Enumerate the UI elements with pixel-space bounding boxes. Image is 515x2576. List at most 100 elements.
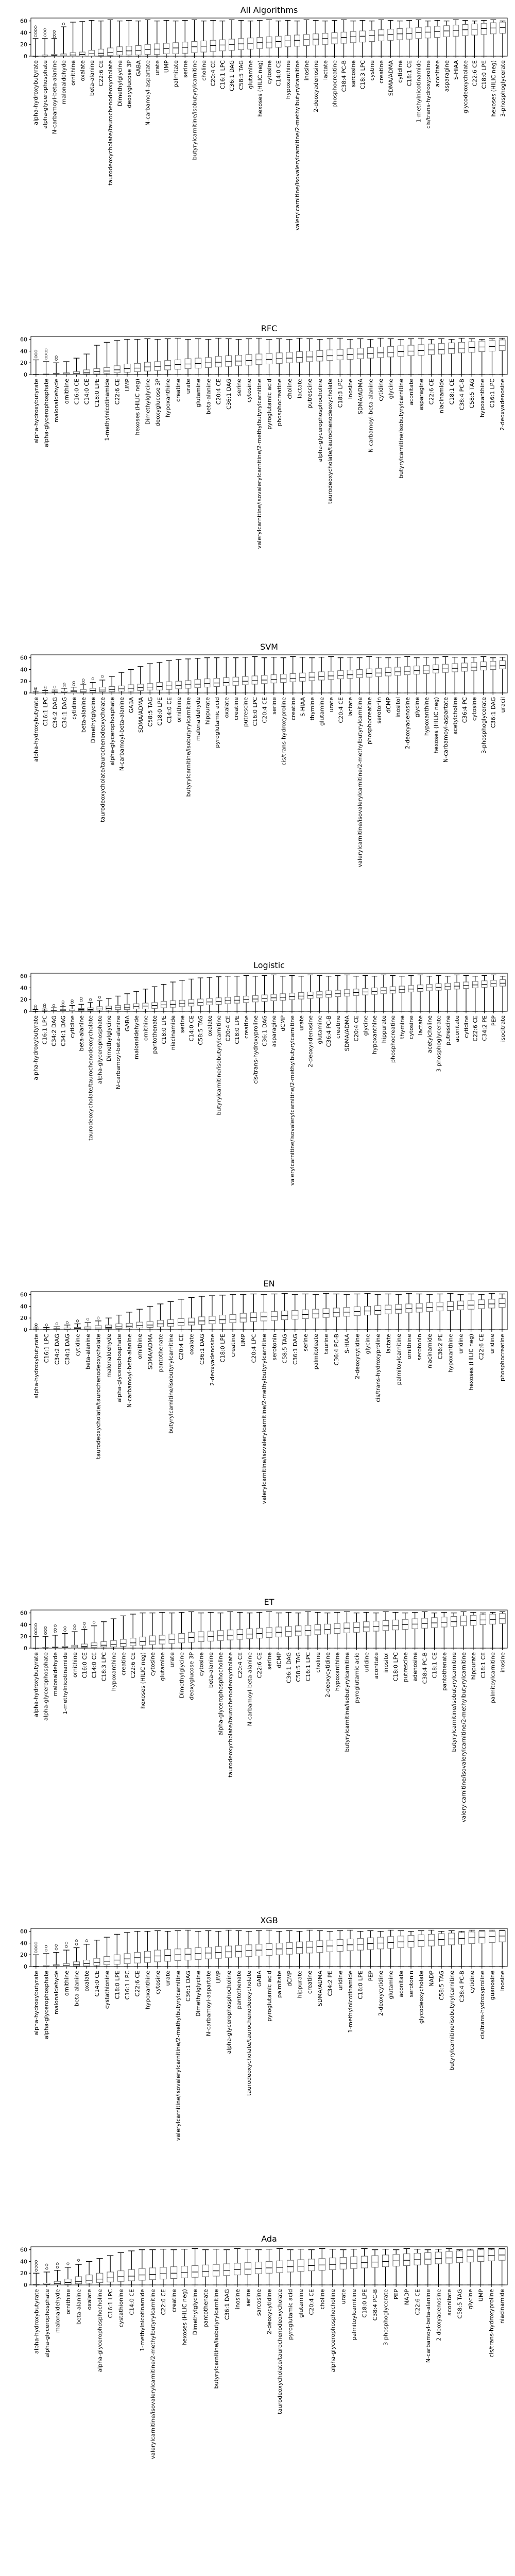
y-tick-label: 60 — [20, 2247, 27, 2253]
box-5: beta-alanine — [84, 1317, 92, 1369]
outlier-point — [44, 686, 47, 689]
iqr-box — [316, 350, 323, 362]
x-tick-label: UMP — [215, 1971, 222, 1984]
x-tick-label: C36:1 DAG — [229, 60, 235, 91]
x-tick-label: lactate — [347, 697, 354, 717]
box-8: Dimethylglycine — [106, 998, 112, 1061]
iqr-box — [318, 671, 325, 681]
x-tick-label: C38:4 PC-B — [458, 1971, 465, 2002]
outlier-point — [43, 31, 46, 35]
box-36: serotonin — [375, 656, 382, 724]
x-tick-label: alpha-hydroxybutyrate — [32, 697, 39, 762]
box-20: UMP — [239, 1294, 247, 1346]
box-24: serine — [266, 1611, 273, 1670]
iqr-box — [286, 2260, 294, 2273]
y-tick-label: 40 — [20, 2258, 27, 2265]
x-tick-label: alpha-hydroxybutyrate — [32, 60, 39, 125]
x-tick-label: cystine — [369, 60, 375, 81]
box-17: N-carbamoyl-aspartate — [205, 1930, 212, 2036]
x-tick-label: inosine — [303, 60, 310, 81]
box-18: beta-alanine — [208, 1612, 214, 1688]
x-tick-label: creatine — [233, 697, 239, 720]
box-7: C18:3 LPC — [100, 1621, 108, 1681]
x-tick-label: hexoses (HILIC neg) — [181, 2289, 188, 2346]
outlier-point — [35, 349, 38, 353]
iqr-box — [213, 2264, 220, 2277]
box-46: glycodeoxycholate — [462, 20, 469, 113]
box-44: uridine — [488, 1293, 495, 1353]
box-34: valerylcarnitine/isovalerylcarnitine/2-m… — [356, 657, 363, 867]
x-tick-label: butyrylcarnitine/isobutyrylcarnitine — [167, 1334, 174, 1434]
box-7: alpha-glycerophosphate — [96, 996, 103, 1084]
iqr-box — [397, 345, 404, 357]
x-tick-label: phosphocreatine — [390, 1015, 397, 1063]
iqr-box — [73, 1961, 80, 1967]
x-tick-label: C20:4 CE — [215, 379, 222, 405]
iqr-box — [149, 1635, 156, 1645]
box-36: aconitate — [397, 1930, 404, 1997]
box-10: C22:6 CE — [134, 1931, 141, 1997]
iqr-box — [251, 675, 258, 685]
box-9: C14:0 CE — [128, 2250, 135, 2315]
iqr-box — [98, 48, 104, 56]
x-tick-label: Dimethylglycine — [90, 697, 96, 743]
box-22: C58:5 TAG — [238, 20, 245, 90]
box-25: dCMP — [276, 1613, 282, 1668]
x-tick-label: pantothenate — [202, 2289, 209, 2328]
box-10: deoxyglucose 3P — [126, 20, 132, 108]
box-48: inosine — [499, 1611, 506, 1672]
x-tick-label: butyrylcarnitine/isobutyrylcarnitine — [451, 1652, 457, 1752]
x-tick-label: hypoxanthine — [447, 1334, 454, 1372]
x-tick-label: phosphocreatine — [331, 60, 338, 108]
iqr-box — [276, 2260, 283, 2273]
y-tick-label: 40 — [20, 29, 27, 36]
x-tick-label: alpha-hydroxybutyrate — [32, 1652, 39, 1717]
outlier-point — [35, 1323, 38, 1326]
x-tick-label: lactate — [322, 60, 329, 80]
outlier-point — [61, 1003, 64, 1006]
box-35: NADP — [403, 2248, 410, 2305]
x-tick-label: C18:0 LPE — [481, 60, 488, 89]
x-tick-label: serine — [271, 697, 278, 715]
x-tick-label: serotonin — [408, 1971, 415, 1997]
x-tick-label: C20:4 CE — [261, 697, 268, 723]
box-27: C58:5 TAG — [295, 1613, 302, 1682]
box-18: choline — [201, 21, 208, 81]
iqr-box — [403, 2253, 410, 2266]
iqr-box — [266, 353, 272, 365]
x-tick-label: alpha-glycerophosphate — [116, 1334, 123, 1402]
iqr-box — [350, 2256, 357, 2269]
box-12: cytosine — [149, 1613, 156, 1676]
box-36: ornithine — [405, 1293, 413, 1359]
x-tick-label: beta-alanine — [205, 379, 212, 414]
box-2: N-carbamoyl-beta-alanine — [51, 30, 58, 134]
x-tick-label: alpha-glycerophosphate — [109, 697, 115, 766]
box-40: thymine — [399, 976, 405, 1039]
iqr-box — [88, 50, 95, 57]
iqr-box — [107, 2272, 114, 2282]
outlier-point — [34, 34, 37, 37]
box-44: niacinamide — [499, 2248, 506, 2324]
x-tick-label: C36:1 DAG — [262, 1015, 268, 1046]
outlier-point — [55, 1323, 58, 1326]
box-26: C36:1 DAG — [285, 1612, 292, 1683]
x-tick-label: hypoxanthine — [285, 60, 291, 99]
x-tick-label: PEP — [393, 2289, 400, 2300]
outlier-point — [54, 1624, 57, 1628]
outlier-point — [54, 1630, 57, 1633]
box-23: taurodeoxycholate/taurochenodeoxycholate — [276, 2248, 283, 2414]
x-tick-label: thymine — [399, 1015, 405, 1039]
x-tick-label: PEP — [367, 1971, 374, 1981]
iqr-box — [445, 2251, 453, 2264]
x-tick-label: C18:3 LPC — [337, 379, 344, 408]
x-tick-label: alpha-glycerophosphocholine — [97, 2289, 104, 2372]
outlier-point — [44, 1945, 48, 1948]
x-tick-label: C22:6 CE — [428, 379, 435, 405]
box-36: butyrylcarnitine/isobutyrylcarnitine — [397, 339, 404, 478]
x-tick-label: C22:6 CE — [98, 60, 105, 87]
box-21: cytosine — [245, 338, 252, 402]
box-2: malonaldehyde — [53, 1944, 60, 2014]
x-tick-label: choline — [201, 60, 208, 81]
x-tick-label: C16:1 LPC — [42, 697, 49, 726]
iqr-box — [104, 1956, 111, 1965]
